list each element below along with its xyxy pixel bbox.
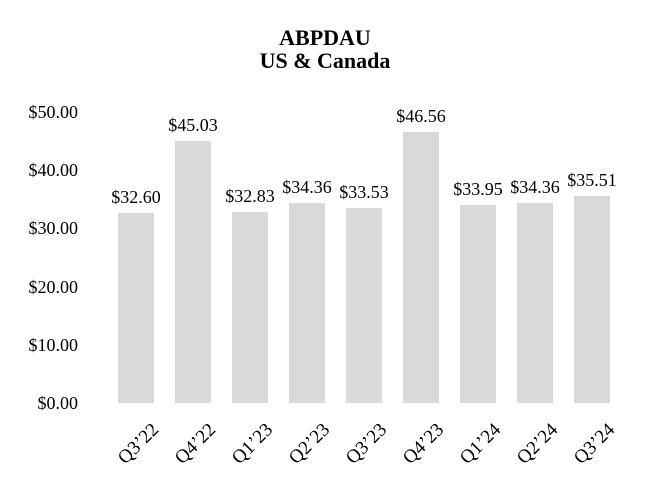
y-tick-label: $0.00 — [37, 393, 79, 413]
bar — [118, 213, 154, 403]
y-tick-label: $10.00 — [28, 334, 79, 355]
bar-value-label: $34.36 — [510, 177, 560, 198]
bar — [346, 207, 382, 403]
bar-value-label: $33.95 — [453, 179, 503, 200]
bar-value-label: $34.36 — [282, 177, 332, 198]
bar-value-label: $46.56 — [396, 106, 446, 127]
chart-title-line1: ABPDAU — [279, 25, 371, 50]
y-tick-label: $40.00 — [28, 160, 79, 181]
chart-title: ABPDAU US & Canada — [0, 26, 650, 72]
bar — [517, 203, 553, 403]
bar-value-label: $33.53 — [339, 181, 389, 202]
bar-value-label: $35.51 — [567, 170, 617, 191]
bar-value-label: $32.83 — [225, 185, 275, 206]
chart-title-line2: US & Canada — [259, 48, 391, 73]
y-tick-label: $50.00 — [28, 102, 79, 122]
bar — [289, 203, 325, 403]
bar — [403, 132, 439, 403]
bar-value-label: $32.60 — [111, 187, 161, 208]
bar — [574, 196, 610, 403]
bar — [175, 140, 211, 403]
bar — [460, 205, 496, 403]
bar-value-label: $45.03 — [168, 114, 218, 135]
y-tick-label: $20.00 — [28, 276, 79, 297]
bar — [232, 211, 268, 403]
y-tick-label: $30.00 — [28, 218, 79, 239]
